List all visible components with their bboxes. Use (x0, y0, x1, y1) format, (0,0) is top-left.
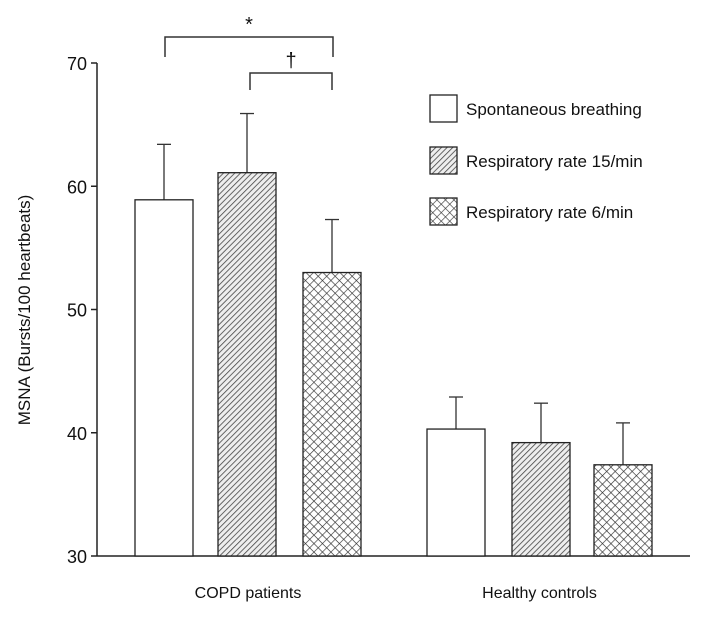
x-tick-label: COPD patients (195, 585, 302, 602)
bar (426, 428, 486, 557)
y-tick-label: 60 (67, 177, 87, 197)
y-tick-label: 50 (67, 301, 87, 321)
legend-label: Spontaneous breathing (466, 100, 642, 119)
bar (511, 441, 571, 557)
y-tick-label: 30 (67, 547, 87, 567)
y-axis-label: MSNA (Bursts/100 heartbeats) (15, 195, 34, 426)
significance-bracket (249, 72, 333, 90)
bar (134, 199, 194, 557)
y-tick-label: 40 (67, 424, 87, 444)
bar (593, 464, 653, 557)
bar (302, 271, 362, 557)
bar (217, 172, 277, 557)
legend-swatch (429, 197, 458, 226)
y-tick-label: 70 (67, 54, 87, 74)
significance-marker: * (245, 14, 253, 36)
legend-label: Respiratory rate 6/min (466, 203, 633, 222)
x-tick-label: Healthy controls (482, 585, 597, 602)
significance-marker: † (285, 50, 296, 72)
legend-swatch (429, 94, 458, 123)
significance-bracket (164, 36, 334, 57)
legend-swatch (429, 146, 458, 175)
legend-label: Respiratory rate 15/min (466, 152, 643, 171)
